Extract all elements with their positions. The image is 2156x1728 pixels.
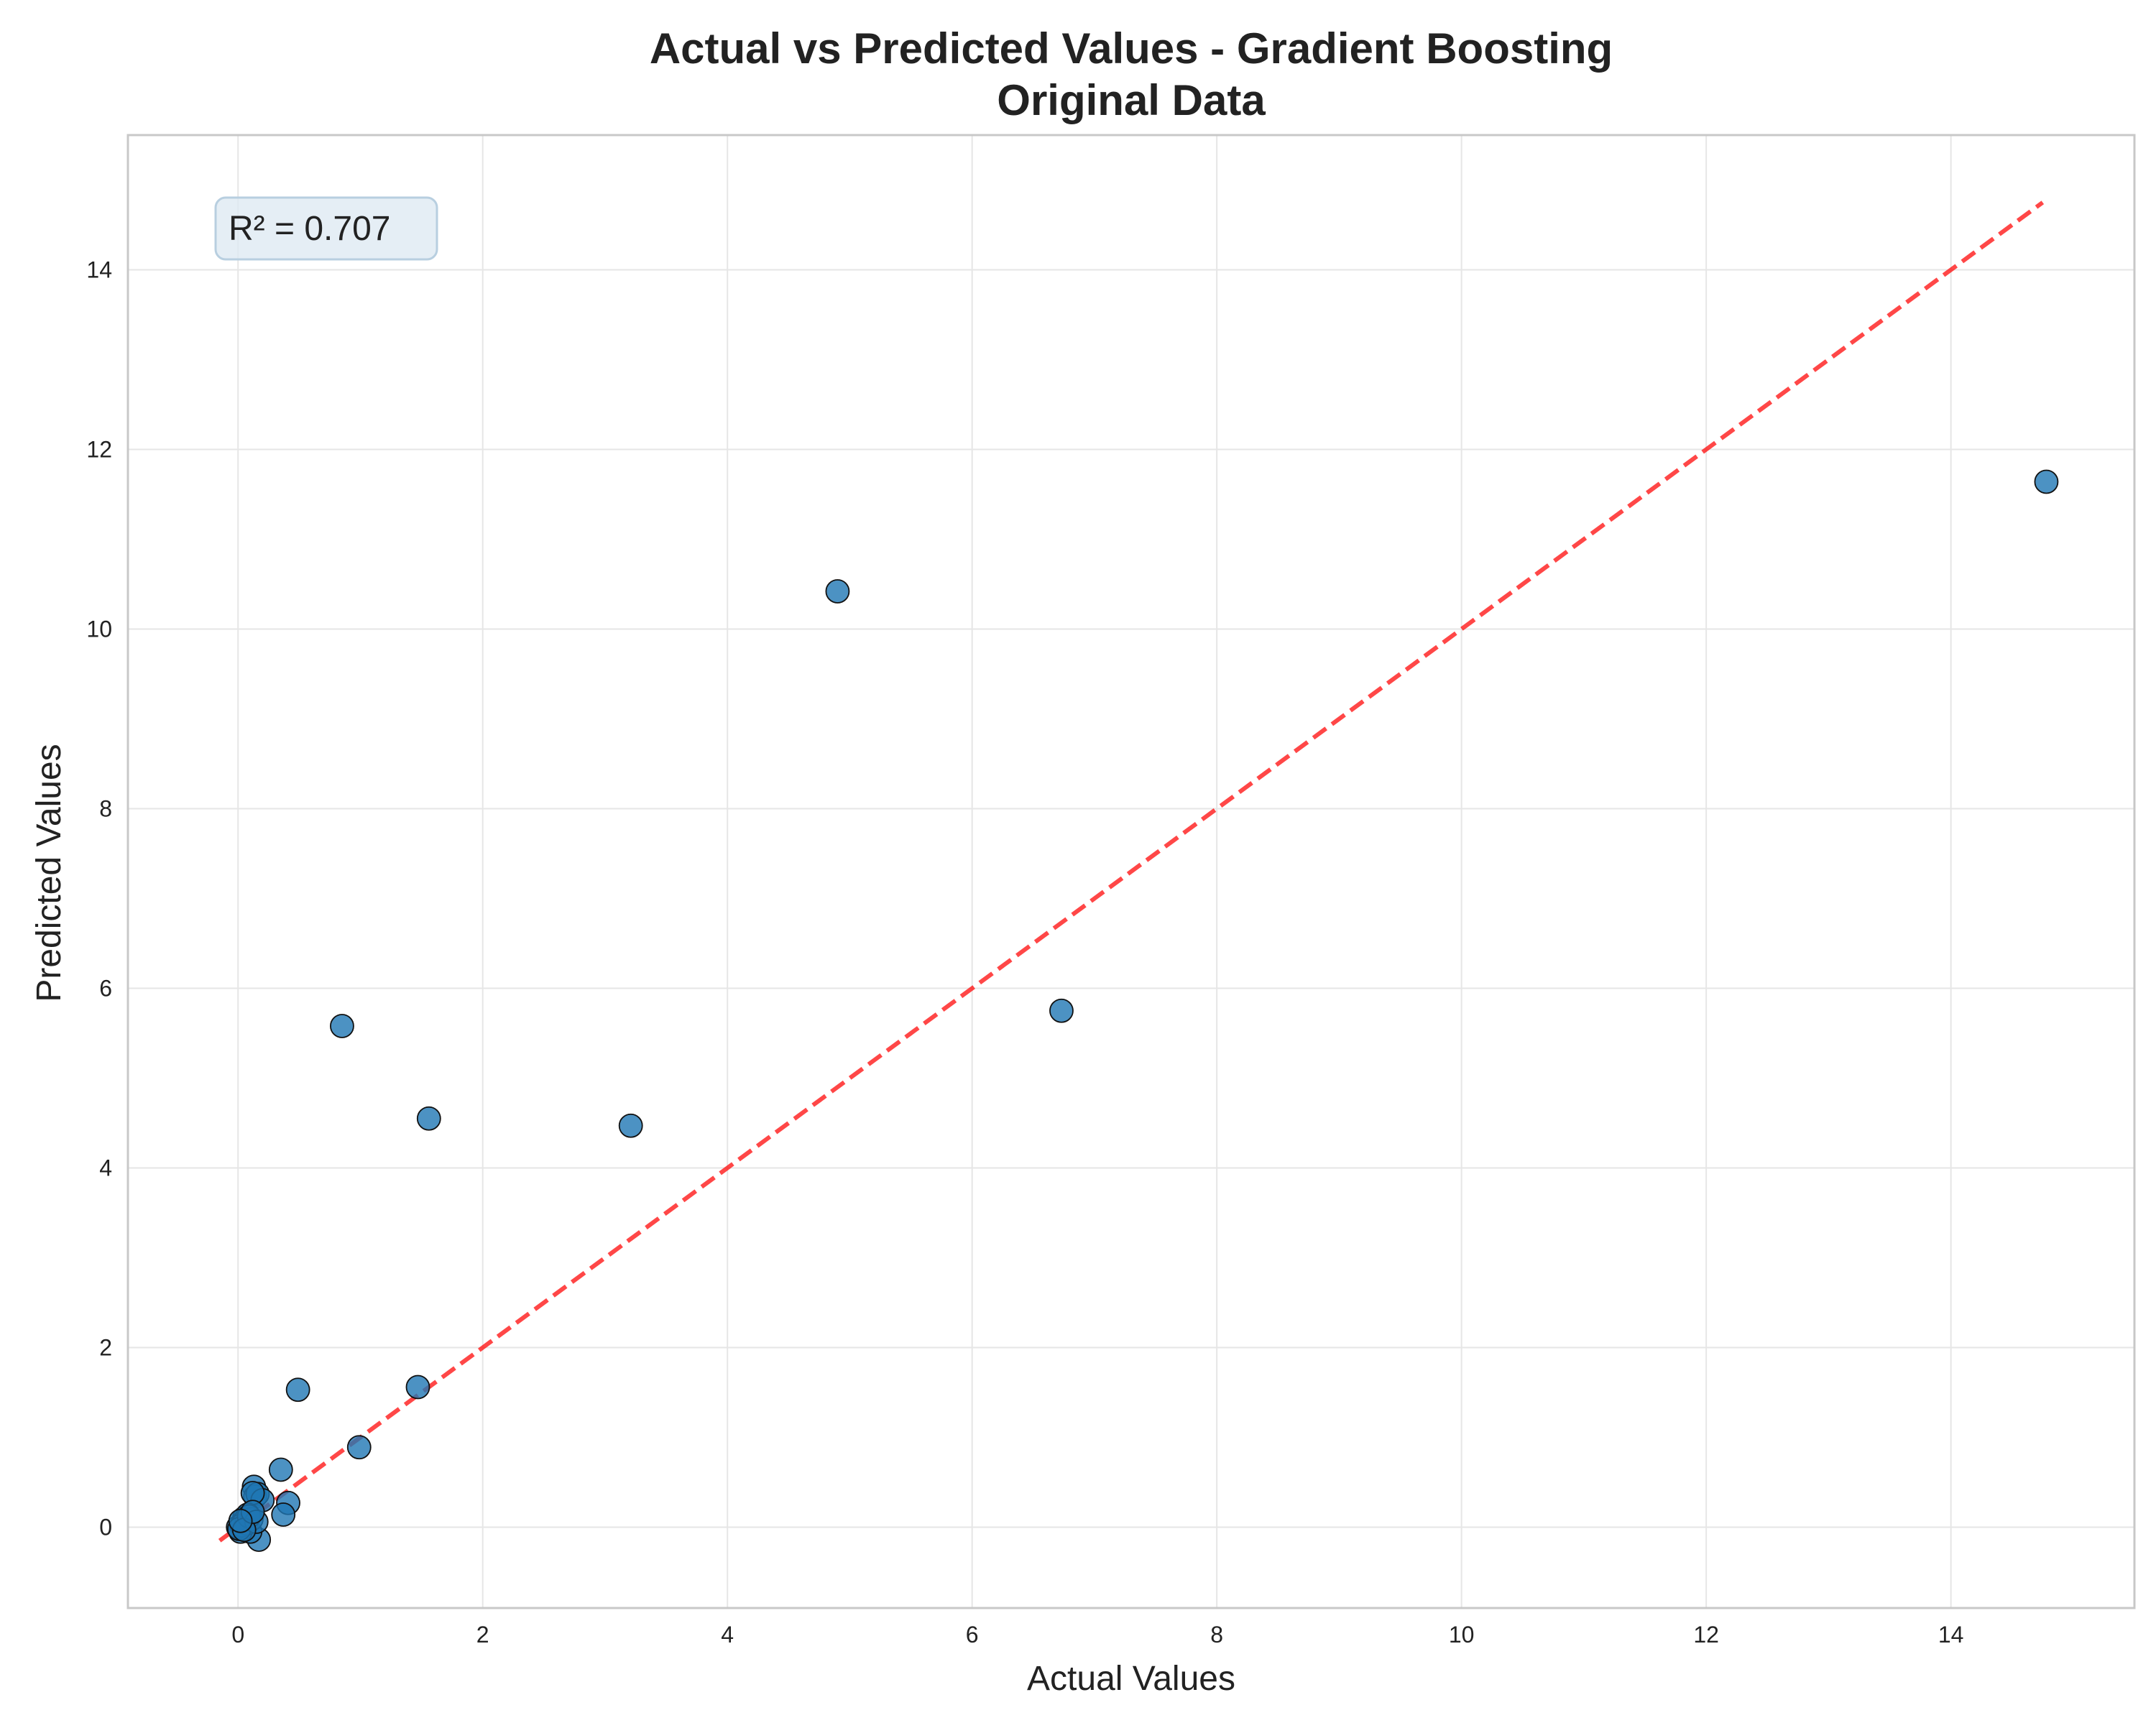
x-tick-label: 0 [231, 1622, 244, 1648]
data-point [2034, 469, 2059, 494]
y-tick-label: 12 [86, 437, 112, 463]
data-point [1049, 998, 1074, 1023]
y-tick-label: 10 [86, 616, 112, 642]
x-tick-label: 4 [721, 1622, 734, 1648]
y-tick-label: 8 [99, 796, 112, 822]
data-point [825, 579, 850, 604]
data-point [271, 1502, 296, 1527]
chart-subtitle: Original Data [997, 76, 1266, 124]
data-point [330, 1014, 354, 1038]
data-point [228, 1508, 253, 1533]
y-tick-label: 6 [99, 976, 112, 1002]
y-tick-label: 14 [86, 257, 112, 283]
data-point [416, 1106, 441, 1131]
r-squared-box [214, 196, 438, 261]
grid [128, 135, 2134, 1608]
reference-line-layer [218, 200, 2045, 1543]
points-layer [226, 469, 2059, 1552]
y-tick-label: 2 [99, 1335, 112, 1361]
data-point [405, 1374, 430, 1400]
y-tick-label: 4 [99, 1155, 112, 1181]
data-point [268, 1457, 293, 1482]
annotation-layer: R² = 0.707 [214, 196, 438, 261]
x-tick-label: 8 [1210, 1622, 1223, 1648]
x-tick-label: 12 [1693, 1622, 1719, 1648]
plot-frame [126, 134, 2136, 1609]
data-point [618, 1113, 643, 1138]
tick-labels: 0 2 4 6 8 10 12 14 0 2 4 6 8 10 12 14 [86, 257, 1963, 1648]
chart-title: Actual vs Predicted Values - Gradient Bo… [650, 24, 1613, 73]
x-axis-label: Actual Values [1027, 1660, 1235, 1698]
x-tick-label: 6 [966, 1622, 979, 1648]
x-tick-label: 14 [1938, 1622, 1964, 1648]
data-point [285, 1377, 310, 1403]
x-tick-label: 10 [1449, 1622, 1475, 1648]
y-tick-label: 0 [99, 1515, 112, 1540]
r-squared-annotation: R² = 0.707 [229, 210, 390, 248]
x-tick-label: 2 [476, 1622, 489, 1648]
identity-reference-line [218, 200, 2045, 1543]
y-axis-label: Predicted Values [30, 744, 68, 1002]
data-point [346, 1435, 372, 1460]
